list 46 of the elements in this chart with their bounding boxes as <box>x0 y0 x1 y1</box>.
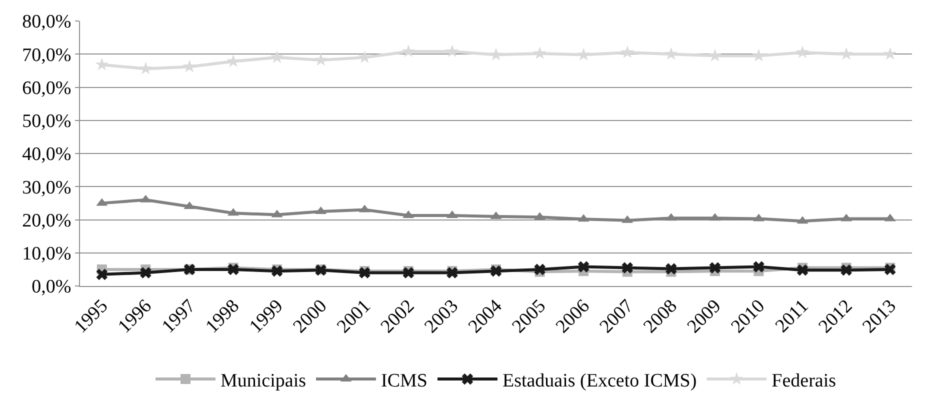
point <box>95 58 109 70</box>
point <box>883 47 897 60</box>
point <box>182 60 196 72</box>
point <box>358 50 372 64</box>
legend-label: Municipais <box>220 370 306 392</box>
y-tick-label: 50,0% <box>22 111 72 132</box>
point <box>796 45 810 58</box>
y-tick-label: 80,0% <box>22 12 72 33</box>
point <box>664 47 678 60</box>
legend-label: ICMS <box>381 370 428 392</box>
legend-label: Estaduais (Exceto ICMS) <box>502 370 697 392</box>
point <box>884 264 896 276</box>
point <box>228 264 239 276</box>
point <box>402 44 416 58</box>
y-tick-label: 40,0% <box>22 144 72 166</box>
point <box>752 48 766 62</box>
y-tick-label: 30,0% <box>22 177 72 198</box>
point <box>578 261 590 272</box>
y-tick-label: 60,0% <box>22 78 72 99</box>
point <box>446 44 459 58</box>
y-tick-label: 20,0% <box>22 210 72 232</box>
point <box>140 267 152 278</box>
point <box>753 261 764 272</box>
point <box>576 48 590 60</box>
point <box>666 263 677 274</box>
point <box>708 48 722 62</box>
point <box>490 265 502 277</box>
point <box>840 47 853 60</box>
point <box>139 62 152 74</box>
y-tick-label: 70,0% <box>22 44 72 66</box>
point <box>489 48 503 60</box>
legend-label: Federais <box>772 370 836 392</box>
point <box>314 53 328 66</box>
point <box>271 265 283 277</box>
point <box>270 50 284 64</box>
point <box>533 46 546 60</box>
point <box>96 268 108 280</box>
point <box>622 262 634 274</box>
y-tick-label: 0,0% <box>32 276 72 298</box>
point <box>709 262 721 274</box>
point <box>534 264 546 276</box>
point <box>226 54 240 68</box>
point <box>796 264 808 276</box>
y-tick-label: 10,0% <box>22 244 72 265</box>
point <box>840 264 852 276</box>
point <box>620 45 634 58</box>
